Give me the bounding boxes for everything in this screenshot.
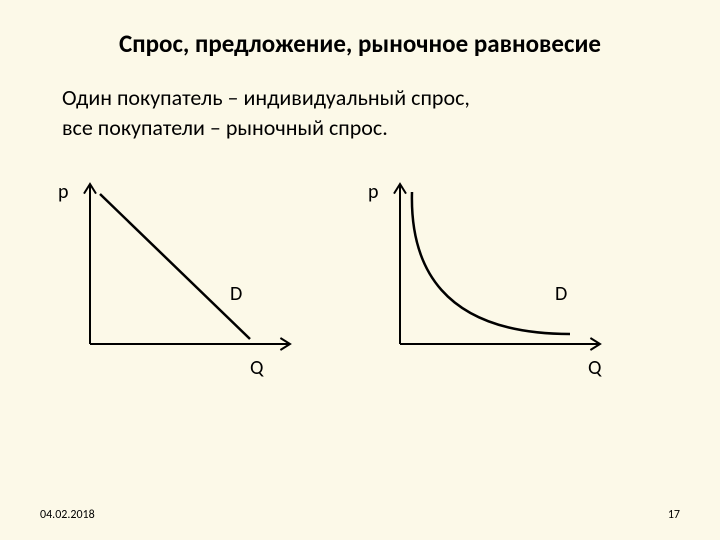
d-curve-label-2: D (555, 282, 567, 306)
subtitle-line-2: все покупатели – рыночный спрос. (62, 113, 680, 143)
q-axis-label-1: Q (250, 356, 263, 380)
subtitle-block: Один покупатель – индивидуальный спрос, … (62, 83, 680, 142)
page-title: Спрос, предложение, рыночное равновесие (40, 28, 680, 59)
d-curve-label-1: D (230, 282, 242, 306)
charts-row: p D Q p D Q (60, 174, 680, 379)
q-axis-label-2: Q (588, 356, 601, 380)
p-axis-label-2: p (368, 180, 379, 204)
footer: 04.02.2018 17 (40, 508, 680, 522)
p-axis-label-1: p (58, 180, 69, 204)
footer-date: 04.02.2018 (40, 508, 95, 522)
chart-curved-demand: p D Q (370, 174, 610, 379)
chart-linear-demand: p D Q (60, 174, 300, 379)
chart-1-svg (60, 174, 300, 374)
subtitle-line-1: Один покупатель – индивидуальный спрос, (62, 83, 680, 113)
chart-2-svg (370, 174, 610, 374)
footer-page-number: 17 (668, 508, 680, 522)
